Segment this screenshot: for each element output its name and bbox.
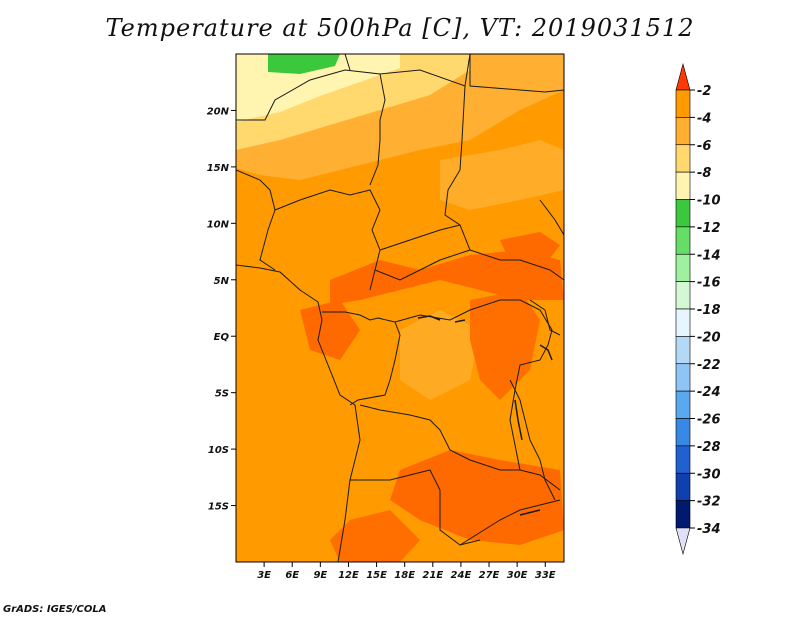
colorbar-label: -34 xyxy=(697,522,721,537)
lat-tick-label: 5N xyxy=(214,276,230,287)
colorbar-segment xyxy=(675,281,691,310)
border-car-north xyxy=(379,224,461,251)
colorbar-segment xyxy=(675,308,691,337)
border-north xyxy=(344,54,471,87)
colorbar-segment xyxy=(675,390,691,419)
lake-1 xyxy=(417,315,441,321)
colorbar-segment xyxy=(675,199,691,228)
border-ethiopia xyxy=(539,199,564,236)
lat-tick-label: 10S xyxy=(208,445,229,456)
colorbar-label: -14 xyxy=(697,248,721,263)
field-warm-4 xyxy=(390,450,564,545)
colorbar-segment xyxy=(675,500,691,529)
colorbar-label: -24 xyxy=(697,385,721,400)
lake-kariba xyxy=(519,509,541,516)
lon-tick-label: 3E xyxy=(257,570,271,581)
field-warm-2 xyxy=(300,300,360,360)
field-warm-1 xyxy=(330,250,564,305)
colorbar-segment xyxy=(675,253,691,282)
colorbar-label: -16 xyxy=(697,276,721,291)
lon-axis: 3E 6E 9E 12E 15E 18E 21E 24E 27E 30E 33E xyxy=(257,562,556,581)
lon-tick-label: 21E xyxy=(422,570,443,581)
colorbar-label: -30 xyxy=(697,467,721,482)
colorbar-label: -18 xyxy=(697,303,721,318)
lat-tick-label: 10N xyxy=(207,219,230,230)
lat-tick-label: 5S xyxy=(215,389,229,400)
lon-tick-label: 24E xyxy=(451,570,472,581)
colorbar-label: -8 xyxy=(697,166,711,181)
colorbar-label: -32 xyxy=(697,495,721,510)
border-south xyxy=(459,499,561,546)
field-patch-2 xyxy=(400,310,480,400)
lake-2 xyxy=(454,319,466,323)
field-warm-5 xyxy=(330,510,420,562)
colorbar-label: -12 xyxy=(697,221,721,236)
border-car-south xyxy=(374,249,471,281)
border-gabon-congo xyxy=(322,311,401,406)
colorbar-top-triangle xyxy=(675,62,691,91)
map-frame xyxy=(235,53,565,563)
colorbar-segment xyxy=(675,171,691,200)
field-warm-6 xyxy=(500,232,560,265)
colorbar-label: -10 xyxy=(697,194,721,209)
colorbar-label: -20 xyxy=(697,330,721,345)
field-band-minus12 xyxy=(268,54,340,74)
border-angola-zambia xyxy=(359,404,561,491)
map-title: Temperature at 500hPa [C], VT: 201903151… xyxy=(105,14,695,42)
colorbar-label: -26 xyxy=(697,413,721,428)
colorbar-label: -6 xyxy=(697,139,711,154)
temperature-field xyxy=(236,54,564,562)
colorbar: -2 -4 -6 -8 -10 -12 -14 -16 -18 -20 -22 -24 -26 -28 -3… xyxy=(675,62,721,556)
border-drc-east xyxy=(394,299,553,471)
colorbar-segment xyxy=(675,472,691,501)
lake-victoria xyxy=(539,344,553,361)
border-nigeria xyxy=(274,189,381,291)
colorbar-label: -2 xyxy=(697,84,711,99)
lat-tick-label: 15N xyxy=(207,163,230,174)
lon-tick-label: 18E xyxy=(394,570,415,581)
border-lake xyxy=(509,379,556,501)
field-warm-3 xyxy=(470,290,540,400)
lat-tick-label: EQ xyxy=(214,332,230,343)
colorbar-segment xyxy=(675,144,691,173)
lat-tick-label: 15S xyxy=(208,502,229,513)
borders xyxy=(236,54,564,562)
lon-tick-label: 12E xyxy=(338,570,359,581)
border-east xyxy=(529,299,561,336)
colorbar-segment xyxy=(675,418,691,447)
border-egypt xyxy=(469,54,564,93)
colorbar-segment xyxy=(675,445,691,474)
colorbar-label: -22 xyxy=(697,358,721,373)
lon-tick-label: 9E xyxy=(313,570,327,581)
grads-credit: GrADS: IGES/COLA xyxy=(3,604,107,615)
lake-tanganyika xyxy=(514,399,523,441)
lon-tick-label: 27E xyxy=(479,570,500,581)
lon-tick-label: 6E xyxy=(285,570,299,581)
colorbar-label: -4 xyxy=(697,111,711,126)
colorbar-segment xyxy=(675,336,691,365)
colorbar-label: -28 xyxy=(697,440,721,455)
lat-tick-label: 20N xyxy=(207,106,230,117)
lakes xyxy=(417,315,553,516)
lon-tick-label: 30E xyxy=(507,570,528,581)
field-patch-1 xyxy=(440,140,564,210)
colorbar-segment xyxy=(675,89,691,118)
colorbar-segment xyxy=(675,363,691,392)
colorbar-segment xyxy=(675,226,691,255)
coastline-west xyxy=(236,264,361,562)
lon-tick-label: 15E xyxy=(366,570,387,581)
lon-tick-label: 33E xyxy=(535,570,556,581)
colorbar-segment xyxy=(675,117,691,146)
lat-axis: 20N 15N 10N 5N EQ 5S 10S 15S xyxy=(207,106,236,513)
colorbar-bottom-triangle xyxy=(675,527,691,556)
